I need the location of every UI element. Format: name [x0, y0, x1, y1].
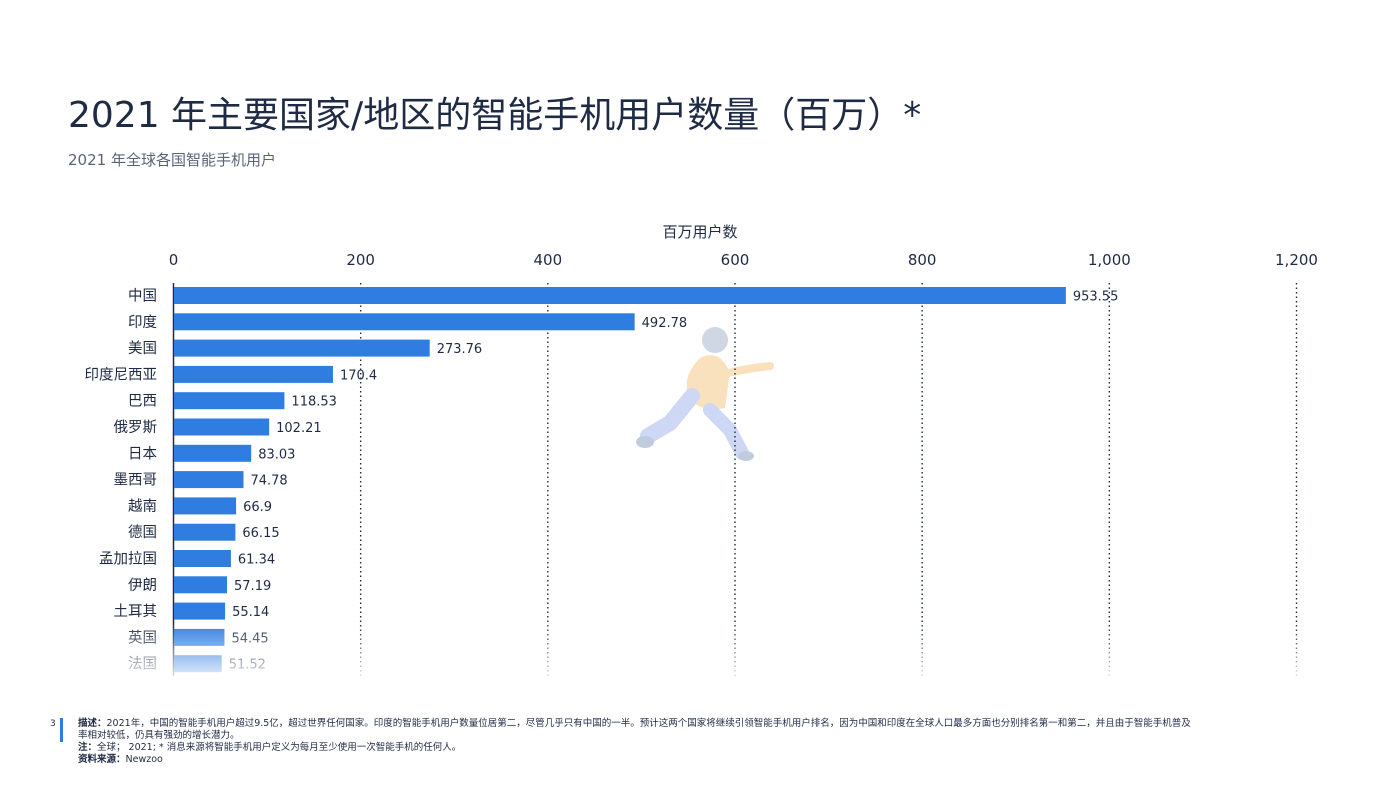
bar — [174, 444, 252, 462]
bar — [174, 418, 270, 436]
category-label: 越南 — [128, 498, 157, 515]
x-tick-label: 0 — [169, 251, 179, 269]
bar — [174, 287, 1066, 304]
value-label: 57.19 — [234, 579, 271, 594]
category-label: 法国 — [128, 656, 157, 673]
x-tick-label: 400 — [534, 251, 563, 269]
bar — [174, 523, 236, 541]
bar — [174, 550, 231, 567]
bar — [174, 365, 333, 383]
x-axis-label: 百万用户数 — [662, 223, 737, 241]
source-line: 资料来源：Newzoo — [78, 754, 1198, 766]
x-tick-label: 1,200 — [1275, 251, 1318, 269]
page-subtitle: 2021 年全球各国智能手机用户 — [68, 151, 276, 169]
value-label: 170.4 — [340, 368, 377, 383]
value-label: 102.21 — [276, 421, 322, 436]
value-label: 55.14 — [232, 605, 269, 620]
category-label: 俄罗斯 — [114, 419, 158, 436]
category-label: 印度尼西亚 — [85, 366, 158, 383]
bar — [174, 497, 237, 515]
note-line: 注：全球； 2021; * 消息来源将智能手机用户定义为每月至少使用一次智能手机… — [78, 742, 1198, 754]
category-label: 美国 — [128, 340, 157, 357]
bar — [174, 313, 635, 331]
x-tick-labels: 0 200 400 600 800 1,000 1,200 — [169, 251, 1318, 269]
bar — [174, 392, 285, 410]
page-title: 2021 年主要国家/地区的智能手机用户数量（百万）* — [68, 95, 922, 136]
grid-lines — [359, 283, 1298, 676]
bar — [174, 576, 228, 594]
description-line: 描述：2021年，中国的智能手机用户超过9.5亿，超过世界任何国家。印度的智能手… — [78, 718, 1198, 742]
value-label: 61.34 — [238, 553, 275, 568]
category-label: 日本 — [128, 445, 157, 462]
footer-accent-bar — [60, 718, 63, 742]
value-label: 51.52 — [229, 658, 266, 673]
value-label: 118.53 — [291, 395, 337, 410]
value-label: 74.78 — [250, 474, 287, 489]
bar-chart: 百万用户数 0 200 400 600 800 1,000 1,200 中国印度美国印度尼西… — [85, 223, 1318, 676]
source-text: Newzoo — [125, 754, 163, 765]
bar — [174, 602, 226, 620]
value-label: 273.76 — [437, 342, 483, 357]
bar — [174, 628, 225, 646]
value-label: 83.03 — [258, 447, 295, 462]
category-label: 印度 — [128, 314, 157, 331]
category-label: 德国 — [128, 524, 157, 541]
category-label: 伊朗 — [128, 577, 157, 594]
value-label: 54.45 — [231, 631, 268, 646]
category-label: 英国 — [128, 628, 157, 646]
value-label: 66.15 — [242, 526, 279, 541]
value-label: 953.55 — [1073, 290, 1119, 305]
category-label: 墨西哥 — [114, 473, 158, 489]
category-label: 土耳其 — [114, 603, 158, 620]
description-label: 描述： — [78, 718, 107, 729]
category-label: 巴西 — [128, 394, 157, 410]
description-text: 2021年，中国的智能手机用户超过9.5亿，超过世界任何国家。印度的智能手机用户… — [78, 718, 1191, 741]
bar — [174, 655, 222, 673]
x-tick-label: 1,000 — [1088, 251, 1131, 269]
bars — [174, 287, 1066, 673]
value-label: 66.9 — [243, 500, 272, 515]
x-tick-label: 800 — [908, 251, 937, 269]
bar — [174, 471, 244, 489]
x-tick-label: 600 — [721, 251, 750, 269]
running-person-illustration — [636, 327, 774, 461]
note-text: 全球； 2021; * 消息来源将智能手机用户定义为每月至少使用一次智能手机的任… — [97, 742, 462, 753]
footer-text: 描述：2021年，中国的智能手机用户超过9.5亿，超过世界任何国家。印度的智能手… — [78, 718, 1198, 766]
x-tick-label: 200 — [346, 251, 375, 269]
page-number: 3 — [50, 719, 56, 729]
category-label: 中国 — [128, 288, 157, 305]
note-label: 注： — [78, 742, 98, 753]
bar — [174, 339, 430, 357]
value-label: 492.78 — [642, 316, 688, 331]
source-label: 资料来源： — [78, 754, 126, 765]
category-label: 孟加拉国 — [99, 551, 157, 568]
